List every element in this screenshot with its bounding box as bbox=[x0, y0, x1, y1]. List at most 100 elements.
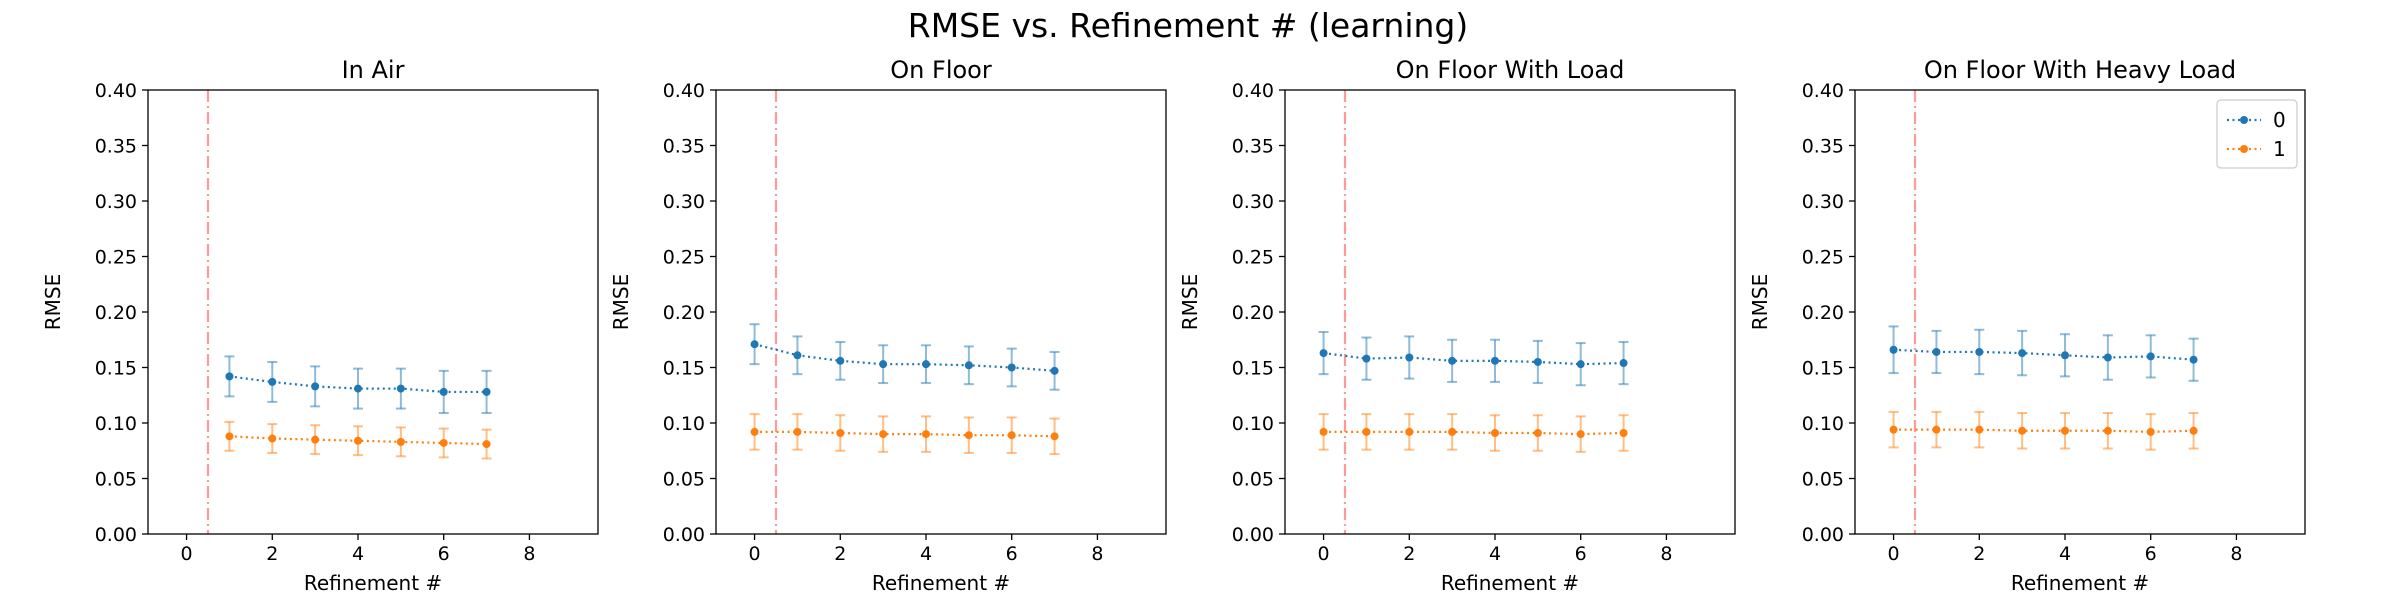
data-point bbox=[225, 372, 234, 381]
data-point bbox=[1619, 359, 1628, 368]
data-point bbox=[268, 377, 277, 386]
y-tick-label: 0.05 bbox=[663, 469, 705, 491]
y-tick-label: 0.20 bbox=[1802, 302, 1844, 324]
y-tick-label: 0.40 bbox=[95, 80, 137, 102]
panel-4: 0 2 4 6 8 0.00 0.05 0.10 0.15 0.20 0.25 0.30 0.35 0.4… bbox=[1748, 56, 2306, 595]
legend-entry-0: 0 bbox=[2273, 108, 2286, 132]
x-axis-label: Refinement # bbox=[872, 571, 1010, 595]
y-tick-label: 0.30 bbox=[663, 191, 705, 213]
y-tick-label: 0.40 bbox=[663, 80, 705, 102]
data-point bbox=[793, 351, 802, 360]
y-tick-label: 0.10 bbox=[663, 413, 705, 435]
y-tick-label: 0.30 bbox=[95, 191, 137, 213]
y-tick-label: 0.25 bbox=[1802, 247, 1844, 269]
data-point bbox=[482, 440, 491, 449]
y-axis-label: RMSE bbox=[41, 274, 65, 330]
series-line bbox=[1893, 348, 2194, 361]
x-tick-label: 4 bbox=[920, 543, 932, 565]
y-tick-label: 0.05 bbox=[1802, 469, 1844, 491]
series-1 bbox=[749, 413, 1060, 456]
series-line bbox=[754, 430, 1055, 438]
data-point bbox=[1932, 347, 1941, 356]
series-0 bbox=[749, 323, 1060, 391]
data-point bbox=[750, 340, 759, 349]
y-tick-label: 0.30 bbox=[1802, 191, 1844, 213]
axes-frame bbox=[715, 89, 1167, 535]
data-point bbox=[793, 427, 802, 436]
data-point bbox=[964, 431, 973, 440]
panel-2: 0 2 4 6 8 0.00 0.05 0.10 0.15 0.20 0.25 0.30 0.35 0.4… bbox=[609, 56, 1167, 595]
x-tick-label: 6 bbox=[1006, 543, 1018, 565]
legend-box bbox=[2216, 99, 2298, 169]
y-tick-label: 0.00 bbox=[663, 524, 705, 546]
data-point bbox=[2061, 426, 2069, 435]
x-tick-label: 2 bbox=[834, 543, 846, 565]
data-point bbox=[1932, 425, 1941, 434]
panel-3: 0 2 4 6 8 0.00 0.05 0.10 0.15 0.20 0.25 0.30 0.35 0.4… bbox=[1178, 56, 1736, 595]
y-tick-label: 0.10 bbox=[1802, 413, 1844, 435]
x-tick-label: 2 bbox=[266, 543, 278, 565]
y-tick-label: 0.25 bbox=[663, 247, 705, 269]
panel-title: On Floor bbox=[890, 56, 992, 84]
y-tick-label: 0.00 bbox=[1232, 524, 1274, 546]
data-point bbox=[396, 437, 405, 446]
x-axis-label: Refinement # bbox=[304, 571, 442, 595]
x-tick-label: 8 bbox=[1660, 543, 1672, 565]
data-point bbox=[1576, 430, 1585, 439]
y-tick-label: 0.35 bbox=[1232, 136, 1274, 158]
y-tick-label: 0.30 bbox=[1232, 191, 1274, 213]
data-point bbox=[1975, 347, 1984, 356]
panel-title: On Floor With Heavy Load bbox=[1924, 56, 2236, 84]
y-axis-label: RMSE bbox=[609, 274, 633, 330]
data-point bbox=[1007, 363, 1016, 372]
x-tick-label: 6 bbox=[438, 543, 450, 565]
panel-title: In Air bbox=[342, 56, 405, 84]
y-tick-label: 0.40 bbox=[1232, 80, 1274, 102]
data-point bbox=[439, 438, 448, 447]
y-tick-label: 0.35 bbox=[1802, 136, 1844, 158]
y-tick-label: 0.20 bbox=[1232, 302, 1274, 324]
data-point bbox=[2061, 351, 2069, 360]
series-line bbox=[1323, 430, 1624, 436]
data-point bbox=[1533, 357, 1542, 366]
y-tick-label: 0.25 bbox=[1232, 247, 1274, 269]
series-line bbox=[1893, 428, 2194, 433]
axes-frame bbox=[1284, 89, 1736, 535]
y-tick-label: 0.20 bbox=[663, 302, 705, 324]
data-point bbox=[1405, 353, 1414, 362]
legend-entry-1: 1 bbox=[2273, 137, 2286, 161]
data-point bbox=[1319, 349, 1328, 358]
data-point bbox=[268, 434, 277, 443]
y-tick-label: 0.10 bbox=[95, 413, 137, 435]
x-tick-label: 0 bbox=[749, 543, 761, 565]
y-tick-label: 0.40 bbox=[1802, 80, 1844, 102]
series-0 bbox=[1318, 330, 1629, 387]
figure-title: RMSE vs. Refinement # (learning) bbox=[908, 6, 1468, 45]
y-axis-label: RMSE bbox=[1178, 274, 1202, 330]
data-point bbox=[2018, 426, 2027, 435]
data-point bbox=[1007, 431, 1016, 440]
y-tick-label: 0.35 bbox=[663, 136, 705, 158]
data-point bbox=[354, 436, 362, 445]
axes-frame bbox=[147, 89, 599, 535]
x-axis-label: Refinement # bbox=[1441, 571, 1579, 595]
data-point bbox=[1448, 356, 1457, 365]
y-tick-label: 0.20 bbox=[95, 302, 137, 324]
data-point bbox=[1975, 425, 1984, 434]
data-point bbox=[922, 360, 930, 369]
x-tick-label: 6 bbox=[2145, 543, 2157, 565]
x-tick-label: 8 bbox=[2230, 543, 2242, 565]
data-point bbox=[879, 360, 888, 369]
data-point bbox=[964, 361, 973, 370]
data-point bbox=[1533, 428, 1542, 437]
data-point bbox=[1050, 432, 1059, 441]
data-point bbox=[482, 387, 491, 396]
legend-swatch-marker bbox=[2240, 145, 2248, 153]
y-tick-label: 0.25 bbox=[95, 247, 137, 269]
x-tick-label: 0 bbox=[1888, 543, 1900, 565]
y-tick-label: 0.05 bbox=[95, 469, 137, 491]
x-tick-label: 4 bbox=[352, 543, 364, 565]
data-point bbox=[311, 435, 320, 444]
x-tick-label: 8 bbox=[523, 543, 535, 565]
y-tick-label: 0.00 bbox=[95, 524, 137, 546]
